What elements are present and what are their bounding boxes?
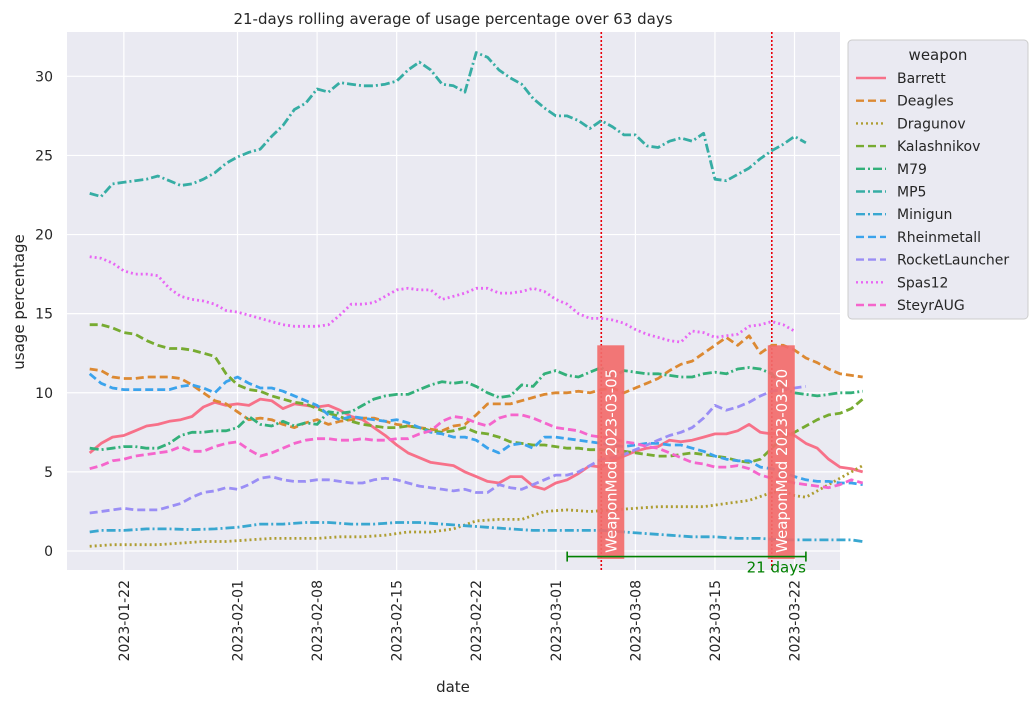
grid-lines bbox=[67, 32, 840, 570]
y-tick-label: 0 bbox=[44, 544, 53, 560]
series-line-deagles bbox=[89, 334, 863, 433]
series-line-spas12 bbox=[89, 255, 796, 344]
y-tick-label: 25 bbox=[35, 148, 53, 164]
legend-label: Deagles bbox=[897, 94, 954, 110]
plot-background bbox=[67, 32, 840, 570]
series-lines bbox=[88, 51, 864, 548]
legend-label: Spas12 bbox=[897, 275, 948, 291]
series-line-barrett bbox=[88, 397, 864, 491]
y-tick-label: 10 bbox=[35, 386, 53, 402]
x-tick-label: 2023-02-01 bbox=[231, 580, 247, 661]
x-tick-label: 2023-03-01 bbox=[549, 580, 565, 661]
legend-title: weapon bbox=[909, 46, 968, 64]
annotation-label: WeaponMod 2023-03-20 bbox=[773, 369, 791, 553]
x-tick-label: 2023-02-22 bbox=[469, 580, 485, 661]
y-tick-label: 15 bbox=[35, 307, 53, 323]
y-axis-label: usage percentage bbox=[10, 234, 28, 369]
legend-label: Minigun bbox=[897, 207, 952, 223]
y-tick-labels: 0 5 10 15 20 25 30 bbox=[35, 69, 53, 560]
x-tick-label: 2023-02-08 bbox=[310, 580, 326, 661]
window-marker-label: 21 days bbox=[747, 559, 806, 577]
x-tick-label: 2023-03-08 bbox=[628, 580, 644, 661]
series-line-rheinmetall bbox=[88, 372, 863, 486]
legend-label: Barrett bbox=[897, 71, 946, 87]
legend-label: SteyrAUG bbox=[897, 298, 965, 314]
legend-frame bbox=[847, 39, 1029, 320]
legend-label: Rheinmetall bbox=[897, 230, 981, 246]
legend-label: Dragunov bbox=[897, 116, 966, 132]
x-axis-label: date bbox=[436, 678, 470, 696]
x-tick-labels: 2023-01-22 2023-02-01 2023-02-08 2023-02-15… bbox=[117, 580, 804, 661]
annotation-boxes: WeaponMod 2023-03-05 WeaponMod 2023-03-20 bbox=[597, 345, 795, 559]
y-tick-label: 30 bbox=[35, 69, 53, 85]
series-line-mp5 bbox=[89, 51, 807, 199]
legend: weapon Barrett Deagles Dragunov Kalashnikov… bbox=[847, 39, 1029, 320]
series-line-m79 bbox=[89, 366, 863, 452]
legend-label: M79 bbox=[897, 162, 927, 178]
annotation-label: WeaponMod 2023-03-05 bbox=[602, 369, 620, 553]
legend-label: MP5 bbox=[897, 185, 926, 201]
y-tick-label: 5 bbox=[44, 465, 53, 481]
legend-label: Kalashnikov bbox=[897, 139, 980, 155]
series-line-steyraug bbox=[89, 413, 864, 490]
x-tick-label: 2023-03-15 bbox=[708, 580, 724, 661]
x-tick-label: 2023-01-22 bbox=[117, 580, 133, 661]
x-tick-label: 2023-03-22 bbox=[788, 580, 804, 661]
legend-label: RocketLauncher bbox=[897, 253, 1009, 269]
legend-items: Barrett Deagles Dragunov Kalashnikov M79 MP5 M… bbox=[856, 71, 1009, 314]
series-line-minigun bbox=[89, 521, 863, 543]
annotation-box bbox=[597, 345, 625, 559]
x-tick-label: 2023-02-15 bbox=[390, 580, 406, 661]
series-line-rocketlauncher bbox=[89, 385, 807, 515]
annotation-box bbox=[767, 345, 795, 559]
window-marker: 21 days bbox=[566, 551, 807, 577]
y-tick-label: 20 bbox=[35, 228, 53, 244]
chart-title: 21-days rolling average of usage percent… bbox=[233, 10, 672, 28]
